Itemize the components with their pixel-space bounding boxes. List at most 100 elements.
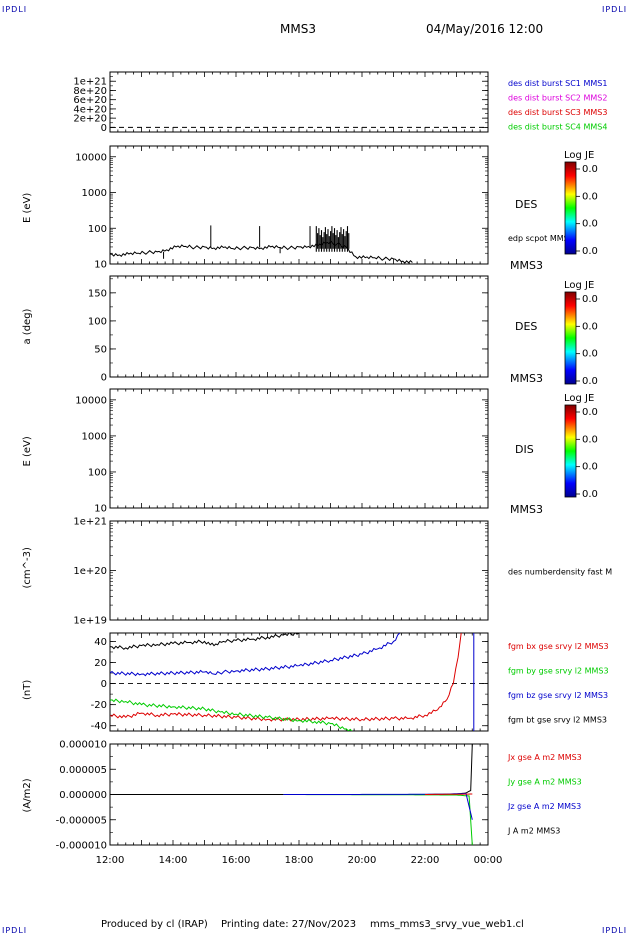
y-tick-label-current: 0.000005 xyxy=(59,765,107,776)
y-axis-label-dis_energy: E (eV) xyxy=(22,436,33,466)
panel-frame-burst xyxy=(109,71,489,133)
y-tick-label-des_energy: 10000 xyxy=(75,152,107,163)
series-label-des_energy: edp scpot MMS3 xyxy=(508,234,574,243)
y-tick-label-burst: 8e+20 xyxy=(73,86,107,97)
legend-label-burst: des dist burst SC1 MMS1 xyxy=(508,79,607,88)
panel-frame-dis_energy xyxy=(109,388,489,509)
y-tick-label-burst: 4e+20 xyxy=(73,104,107,115)
series-group-des_energy xyxy=(110,225,413,264)
y-tick-label-dis_energy: 100 xyxy=(88,467,107,478)
time-tick-label: 12:00 xyxy=(96,855,125,866)
colorbar-tick-label-des_pitch: 0.0 xyxy=(582,321,598,332)
series-line-current xyxy=(283,793,473,820)
y-tick-label-des_pitch: 100 xyxy=(88,316,107,327)
time-tick-label: 20:00 xyxy=(348,855,377,866)
y-tick-label-des_pitch: 150 xyxy=(88,288,107,299)
y-tick-label-des_energy: 10 xyxy=(94,260,107,271)
corner-label-bottom-right: IPDLI xyxy=(602,926,628,935)
spacecraft-label-des_energy: MMS3 xyxy=(510,259,543,272)
time-tick-label: 22:00 xyxy=(411,855,440,866)
series-line-fgm xyxy=(110,698,353,731)
y-tick-label-current: -0.000010 xyxy=(56,841,107,852)
y-tick-label-current: 0.000010 xyxy=(59,740,107,751)
series-line-current xyxy=(110,744,473,795)
legend-label-fgm: fgm by gse srvy l2 MMS3 xyxy=(508,667,609,676)
y-tick-label-des_energy: 100 xyxy=(88,224,107,235)
footer-produced: Produced by cl (IRAP) xyxy=(101,919,208,930)
legend-label-burst: des dist burst SC3 MMS3 xyxy=(508,108,607,117)
y-tick-label-fgm: 40 xyxy=(94,637,107,648)
instrument-label-des_pitch: DES xyxy=(515,320,537,333)
legend-label-fgm: fgm bt gse srvy l2 MMS3 xyxy=(508,716,607,725)
y-tick-label-dis_energy: 10 xyxy=(94,504,107,515)
colorbar-tick-label-des_pitch: 0.0 xyxy=(582,349,598,360)
colorbar-title-dis_energy: Log JE xyxy=(564,393,594,404)
colorbar-tick-label-des_energy: 0.0 xyxy=(582,164,598,175)
y-tick-label-current: 0.000000 xyxy=(59,790,107,801)
y-axis-label-des_energy: E (eV) xyxy=(22,193,33,223)
y-tick-label-density: 1e+20 xyxy=(73,566,107,577)
series-group-current xyxy=(110,744,473,845)
plot-datetime: 04/May/2016 12:00 xyxy=(426,22,544,36)
time-tick-label: 00:00 xyxy=(474,855,503,866)
y-tick-label-des_pitch: 50 xyxy=(94,344,107,355)
spacecraft-title: MMS3 xyxy=(280,22,316,36)
series-line-des_energy xyxy=(110,240,413,264)
y-tick-label-dis_energy: 10000 xyxy=(75,395,107,406)
y-tick-label-fgm: 20 xyxy=(94,658,107,669)
series-line-current xyxy=(283,794,473,845)
colorbar-title-des_energy: Log JE xyxy=(564,150,594,161)
colorbar-tick-label-des_energy: 0.0 xyxy=(582,219,598,230)
series-line-fgm xyxy=(110,633,401,677)
legend-label-current: Jx gse A m2 MMS3 xyxy=(507,753,582,762)
instrument-label-des_energy: DES xyxy=(515,198,537,211)
colorbar-tick-label-des_energy: 0.0 xyxy=(582,191,598,202)
y-tick-label-fgm: -40 xyxy=(91,721,107,732)
colorbar-des_pitch xyxy=(564,291,577,385)
spacecraft-label-dis_energy: MMS3 xyxy=(510,503,543,516)
y-tick-label-burst: 2e+20 xyxy=(73,114,107,125)
legend-label-current: Jz gse A m2 MMS3 xyxy=(507,802,581,811)
series-line-fgm xyxy=(110,633,462,722)
y-tick-label-density: 1e+19 xyxy=(73,616,107,627)
burst-band xyxy=(315,226,350,252)
y-tick-label-dis_energy: 1000 xyxy=(82,431,107,442)
corner-label-top-right: IPDLI xyxy=(602,5,628,14)
time-tick-label: 14:00 xyxy=(159,855,188,866)
colorbar-dis_energy xyxy=(564,404,577,498)
colorbar-title-des_pitch: Log JE xyxy=(564,280,594,291)
colorbar-tick-label-dis_energy: 0.0 xyxy=(582,489,598,500)
series-group-fgm xyxy=(110,633,475,731)
footer-printing-date: Printing date: 27/Nov/2023 xyxy=(221,919,357,930)
colorbar-tick-label-dis_energy: 0.0 xyxy=(582,434,598,445)
y-tick-label-fgm: 0 xyxy=(101,679,107,690)
legend-label-current: J A m2 MMS3 xyxy=(507,827,560,836)
panel-frame-des_pitch xyxy=(109,275,489,378)
legend-label-fgm: fgm bx gse srvy l2 MMS3 xyxy=(508,642,609,651)
time-tick-label: 18:00 xyxy=(285,855,314,866)
panel-frame-density xyxy=(109,520,489,621)
y-tick-label-density: 1e+21 xyxy=(73,517,107,528)
corner-label-bottom-left: IPDLI xyxy=(2,926,28,935)
y-tick-label-des_energy: 1000 xyxy=(82,188,107,199)
colorbar-tick-label-dis_energy: 0.0 xyxy=(582,462,598,473)
spacecraft-label-des_pitch: MMS3 xyxy=(510,372,543,385)
colorbar-tick-label-des_pitch: 0.0 xyxy=(582,376,598,387)
legend-label-burst: des dist burst SC4 MMS4 xyxy=(508,123,607,132)
y-axis-label-fgm: (nT) xyxy=(22,680,33,700)
instrument-label-dis_energy: DIS xyxy=(515,443,534,456)
legend-label-fgm: fgm bz gse srvy l2 MMS3 xyxy=(508,691,608,700)
y-tick-label-current: -0.000005 xyxy=(56,815,107,826)
y-axis-label-density: (cm^-3) xyxy=(22,547,33,588)
y-tick-label-burst: 0 xyxy=(101,123,107,134)
colorbar-tick-label-dis_energy: 0.0 xyxy=(582,407,598,418)
y-tick-label-des_pitch: 0 xyxy=(101,373,107,384)
y-axis-label-des_pitch: a (deg) xyxy=(22,308,33,344)
series-label-density: des numberdensity fast M xyxy=(508,568,612,577)
y-tick-label-fgm: -20 xyxy=(91,700,107,711)
time-tick-label: 16:00 xyxy=(222,855,251,866)
footer-filename: mms_mms3_srvy_vue_web1.cl xyxy=(370,919,524,930)
colorbar-tick-label-des_energy: 0.0 xyxy=(582,246,598,257)
legend-label-burst: des dist burst SC2 MMS2 xyxy=(508,94,607,103)
